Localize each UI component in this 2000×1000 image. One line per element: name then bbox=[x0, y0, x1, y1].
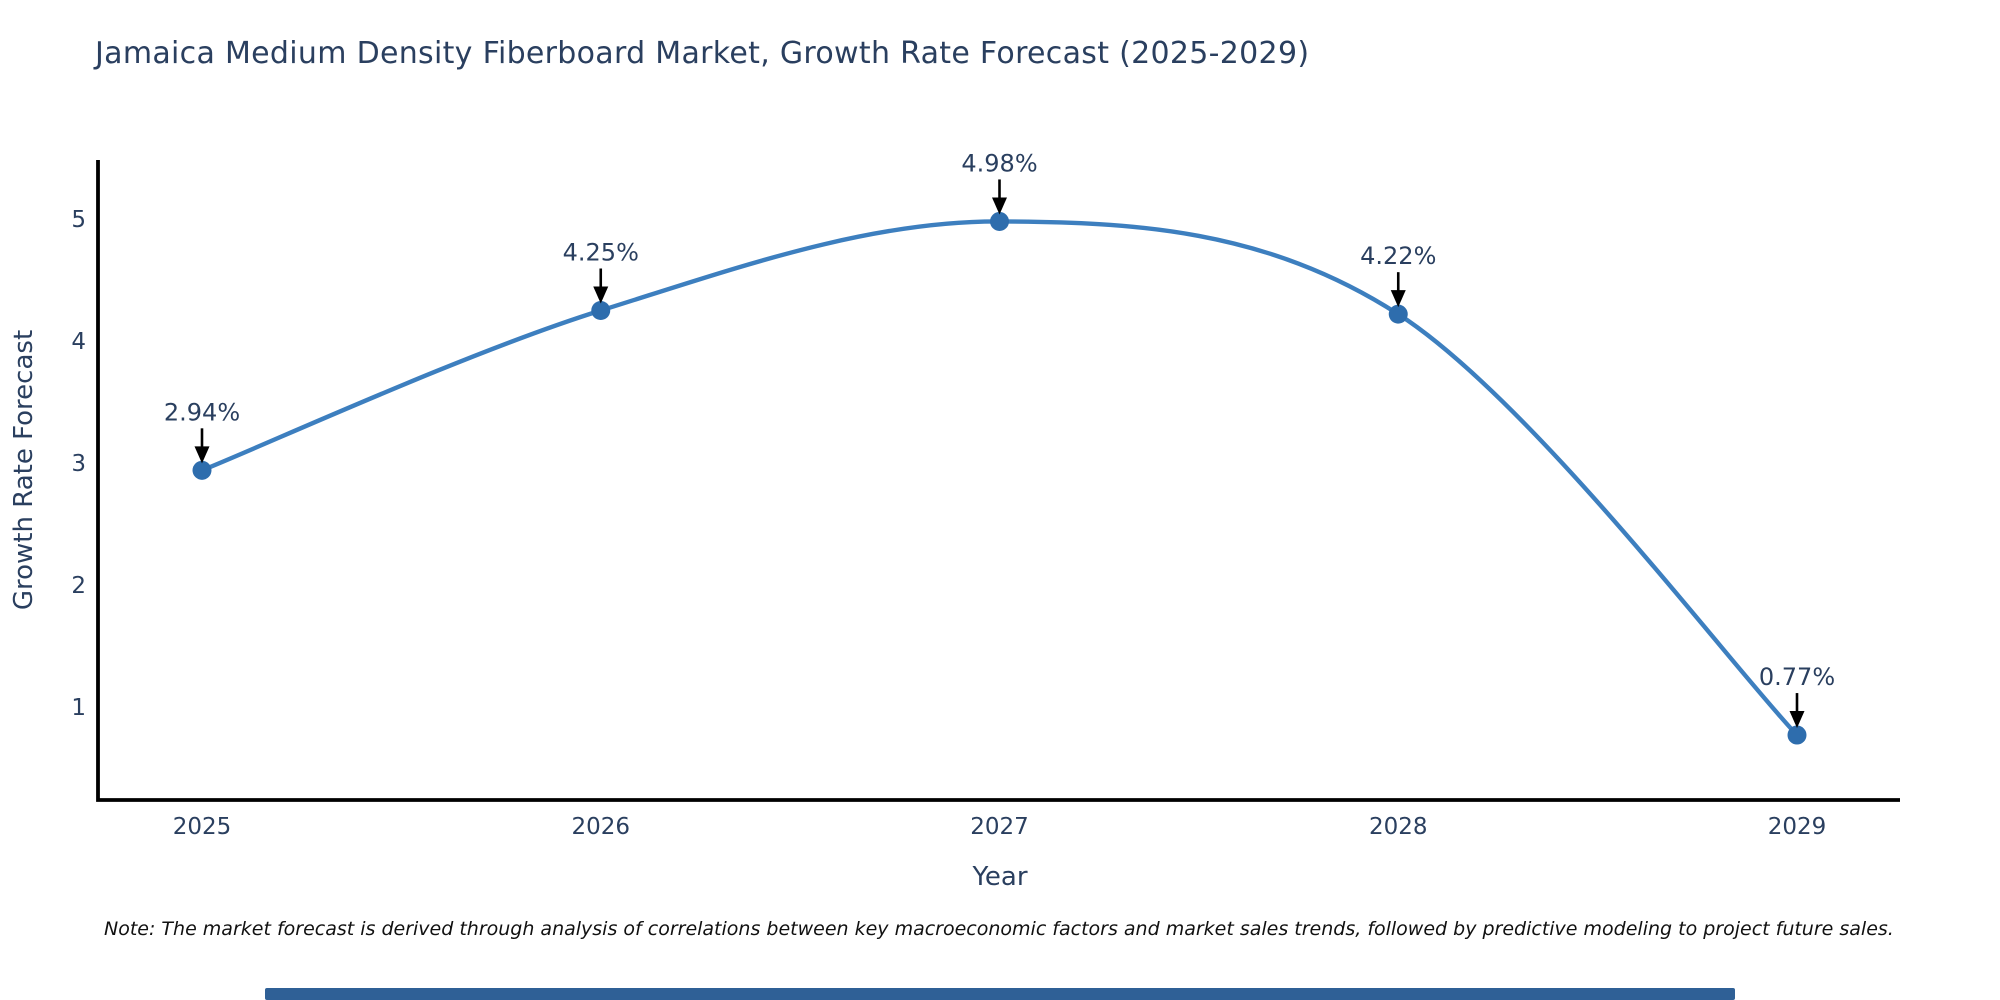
data-point-marker[interactable] bbox=[192, 460, 212, 480]
annotation-arrowhead bbox=[992, 197, 1007, 215]
annotation-arrowhead bbox=[593, 286, 609, 304]
y-tick-label: 3 bbox=[71, 451, 86, 477]
footer-bar bbox=[265, 988, 1735, 1000]
y-tick-label: 4 bbox=[71, 329, 86, 355]
data-point-marker[interactable] bbox=[1388, 304, 1408, 324]
data-point-marker[interactable] bbox=[990, 211, 1009, 231]
x-tick-label: 2027 bbox=[970, 814, 1029, 840]
point-annotation: 0.77% bbox=[1759, 663, 1835, 691]
axis-lines bbox=[96, 160, 1900, 802]
data-point-marker[interactable] bbox=[591, 301, 611, 320]
forecast-line bbox=[199, 219, 1800, 738]
y-tick-label: 1 bbox=[71, 695, 86, 721]
y-tick-label: 2 bbox=[71, 573, 86, 599]
point-annotation: 2.94% bbox=[164, 398, 240, 426]
annotation-arrowhead bbox=[1390, 290, 1406, 308]
y-axis-title: Growth Rate Forecast bbox=[9, 330, 39, 610]
x-tick-label: 2026 bbox=[571, 814, 630, 840]
annotation-arrowhead bbox=[194, 446, 210, 464]
x-tick-label: 2028 bbox=[1369, 814, 1428, 840]
annotation-arrowhead bbox=[1789, 711, 1805, 729]
chart-title: Jamaica Medium Density Fiberboard Market… bbox=[95, 36, 1310, 71]
y-tick-label: 5 bbox=[71, 207, 86, 233]
data-point-marker[interactable] bbox=[1787, 725, 1807, 745]
x-tick-label: 2029 bbox=[1768, 814, 1827, 840]
point-annotation: 4.98% bbox=[961, 149, 1037, 177]
x-tick-label: 2025 bbox=[173, 814, 232, 840]
x-axis-title: Year bbox=[971, 862, 1027, 892]
point-annotation: 4.22% bbox=[1360, 242, 1436, 270]
point-annotation: 4.25% bbox=[563, 239, 639, 267]
footnote: Note: The market forecast is derived thr… bbox=[104, 918, 1894, 940]
